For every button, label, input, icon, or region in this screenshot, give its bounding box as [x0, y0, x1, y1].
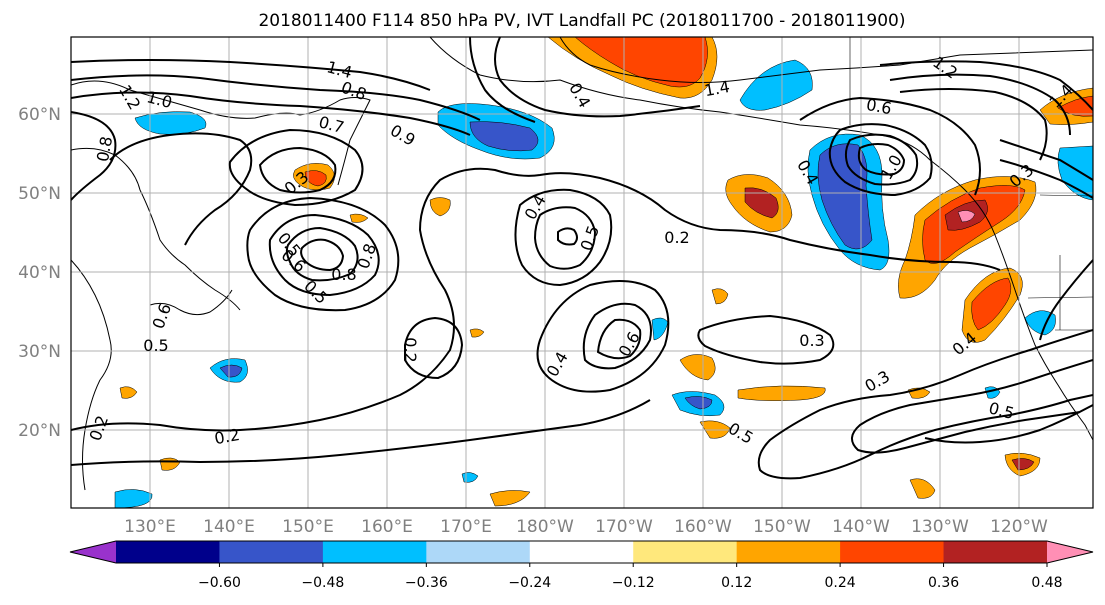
contour-label: 0.8	[93, 135, 116, 163]
shade-pac-positive-1	[679, 354, 716, 381]
contour-label: 0.6	[865, 95, 893, 118]
colorbar-tick-label: −0.36	[405, 575, 448, 591]
shade-hawaii-core	[684, 396, 713, 410]
contour-label: 0.3	[799, 331, 824, 350]
contour-label: 0.2	[664, 228, 689, 247]
lon-label-170e: 170°E	[440, 517, 492, 537]
lon-label-150w: 150°W	[753, 517, 811, 537]
borders	[849, 37, 1093, 331]
lon-label-160e: 160°E	[361, 517, 413, 537]
map-area: 1.4 1.0 1.2 0.8 0.7 0.8 0.3 0.5 0.5 0.6 …	[71, 37, 1093, 508]
coast-north	[559, 37, 1093, 83]
colorbar-tick-label: −0.48	[301, 575, 344, 591]
colorbar-tick-label: 0.24	[825, 575, 856, 591]
lon-labels: 130°E 140°E 150°E 160°E 170°E 180°W 170°…	[124, 517, 1048, 537]
pv-shading	[114, 37, 1093, 508]
lon-label-170w: 170°W	[595, 517, 653, 537]
coast-korea-china	[71, 259, 112, 491]
coast-japan	[149, 289, 233, 316]
colorbar-swatch	[840, 541, 945, 563]
contour-label: 0.5	[143, 336, 168, 355]
shade-arctic-negative	[739, 59, 813, 111]
colorbar-tick-label: 0.48	[1031, 575, 1062, 591]
map-frame	[70, 36, 1094, 509]
contour-label: 1.4	[703, 77, 731, 100]
lat-labels: 60°N 50°N 40°N 30°N 20°N	[18, 105, 61, 441]
shade-pac-positive-7	[909, 478, 936, 499]
shade-gulf-core	[744, 187, 779, 219]
contour-label: 0.8	[331, 265, 356, 284]
colorbar-tick-label: −0.60	[198, 575, 241, 591]
lat-label-50n: 50°N	[18, 184, 61, 204]
colorbar-swatch	[1047, 541, 1093, 563]
shade-pac-positive-14	[349, 213, 369, 223]
lon-label-150e: 150°E	[282, 517, 334, 537]
colorbar-tick-label: 0.12	[721, 575, 752, 591]
ivt-contours	[71, 37, 1093, 480]
lon-label-180w: 180°W	[516, 517, 574, 537]
shade-pac-positive-4	[429, 197, 451, 217]
lon-label-160w: 160°W	[674, 517, 732, 537]
shade-japan-core	[219, 364, 243, 378]
colorbar: −0.60 −0.48 −0.36 −0.24 −0.12 0.12 0.24 0.36 0.4…	[69, 540, 1094, 591]
coast-asia	[71, 80, 371, 186]
colorbar-tick-label: 0.36	[928, 575, 959, 591]
colorbar-swatch	[529, 541, 634, 563]
colorbar-swatch	[426, 541, 531, 563]
shade-gulf-negative-core	[817, 143, 873, 250]
colorbar-swatch	[219, 541, 324, 563]
colorbar-swatch	[943, 541, 1048, 563]
lon-label-130e: 130°E	[124, 517, 176, 537]
colorbar-tick-label: −0.12	[612, 575, 655, 591]
lat-label-40n: 40°N	[18, 263, 61, 283]
shade-bering-core	[469, 121, 539, 152]
lon-label-130w: 130°W	[911, 517, 969, 537]
colorbar-swatch	[322, 541, 427, 563]
colorbar-swatch	[633, 541, 738, 563]
shade-pac-core-6	[1011, 458, 1035, 471]
shade-bc-pink	[957, 210, 976, 223]
lon-label-140e: 140°E	[203, 517, 255, 537]
colorbar-swatch	[116, 541, 220, 563]
lat-label-20n: 20°N	[18, 421, 61, 441]
contour-label: 0.2	[213, 425, 241, 448]
map-title: 2018011400 F114 850 hPa PV, IVT Landfall…	[258, 11, 905, 31]
shade-alaska-core	[574, 37, 708, 88]
shade-okhotsk-negative	[134, 111, 207, 135]
colorbar-swatch	[70, 541, 116, 563]
shade-pac-positive-13	[489, 490, 531, 507]
lat-label-30n: 30°N	[18, 342, 61, 362]
colorbar-swatch	[736, 541, 841, 563]
shade-ca-negative	[1024, 310, 1056, 336]
shade-kamchatka-core	[304, 170, 327, 187]
contour-label: 0.2	[401, 337, 420, 362]
lon-label-140w: 140°W	[832, 517, 890, 537]
colorbar-tick-label: −0.24	[508, 575, 551, 591]
lon-label-120w: 120°W	[990, 517, 1048, 537]
shade-oregon-core	[971, 277, 1012, 331]
shade-pac-positive-5	[711, 288, 729, 305]
gridlines	[71, 37, 1093, 508]
shade-pac-positive-12	[469, 328, 485, 338]
shade-pac-positive-17	[119, 386, 138, 399]
colorbar-outline	[69, 540, 1094, 564]
lat-label-60n: 60°N	[18, 105, 61, 125]
